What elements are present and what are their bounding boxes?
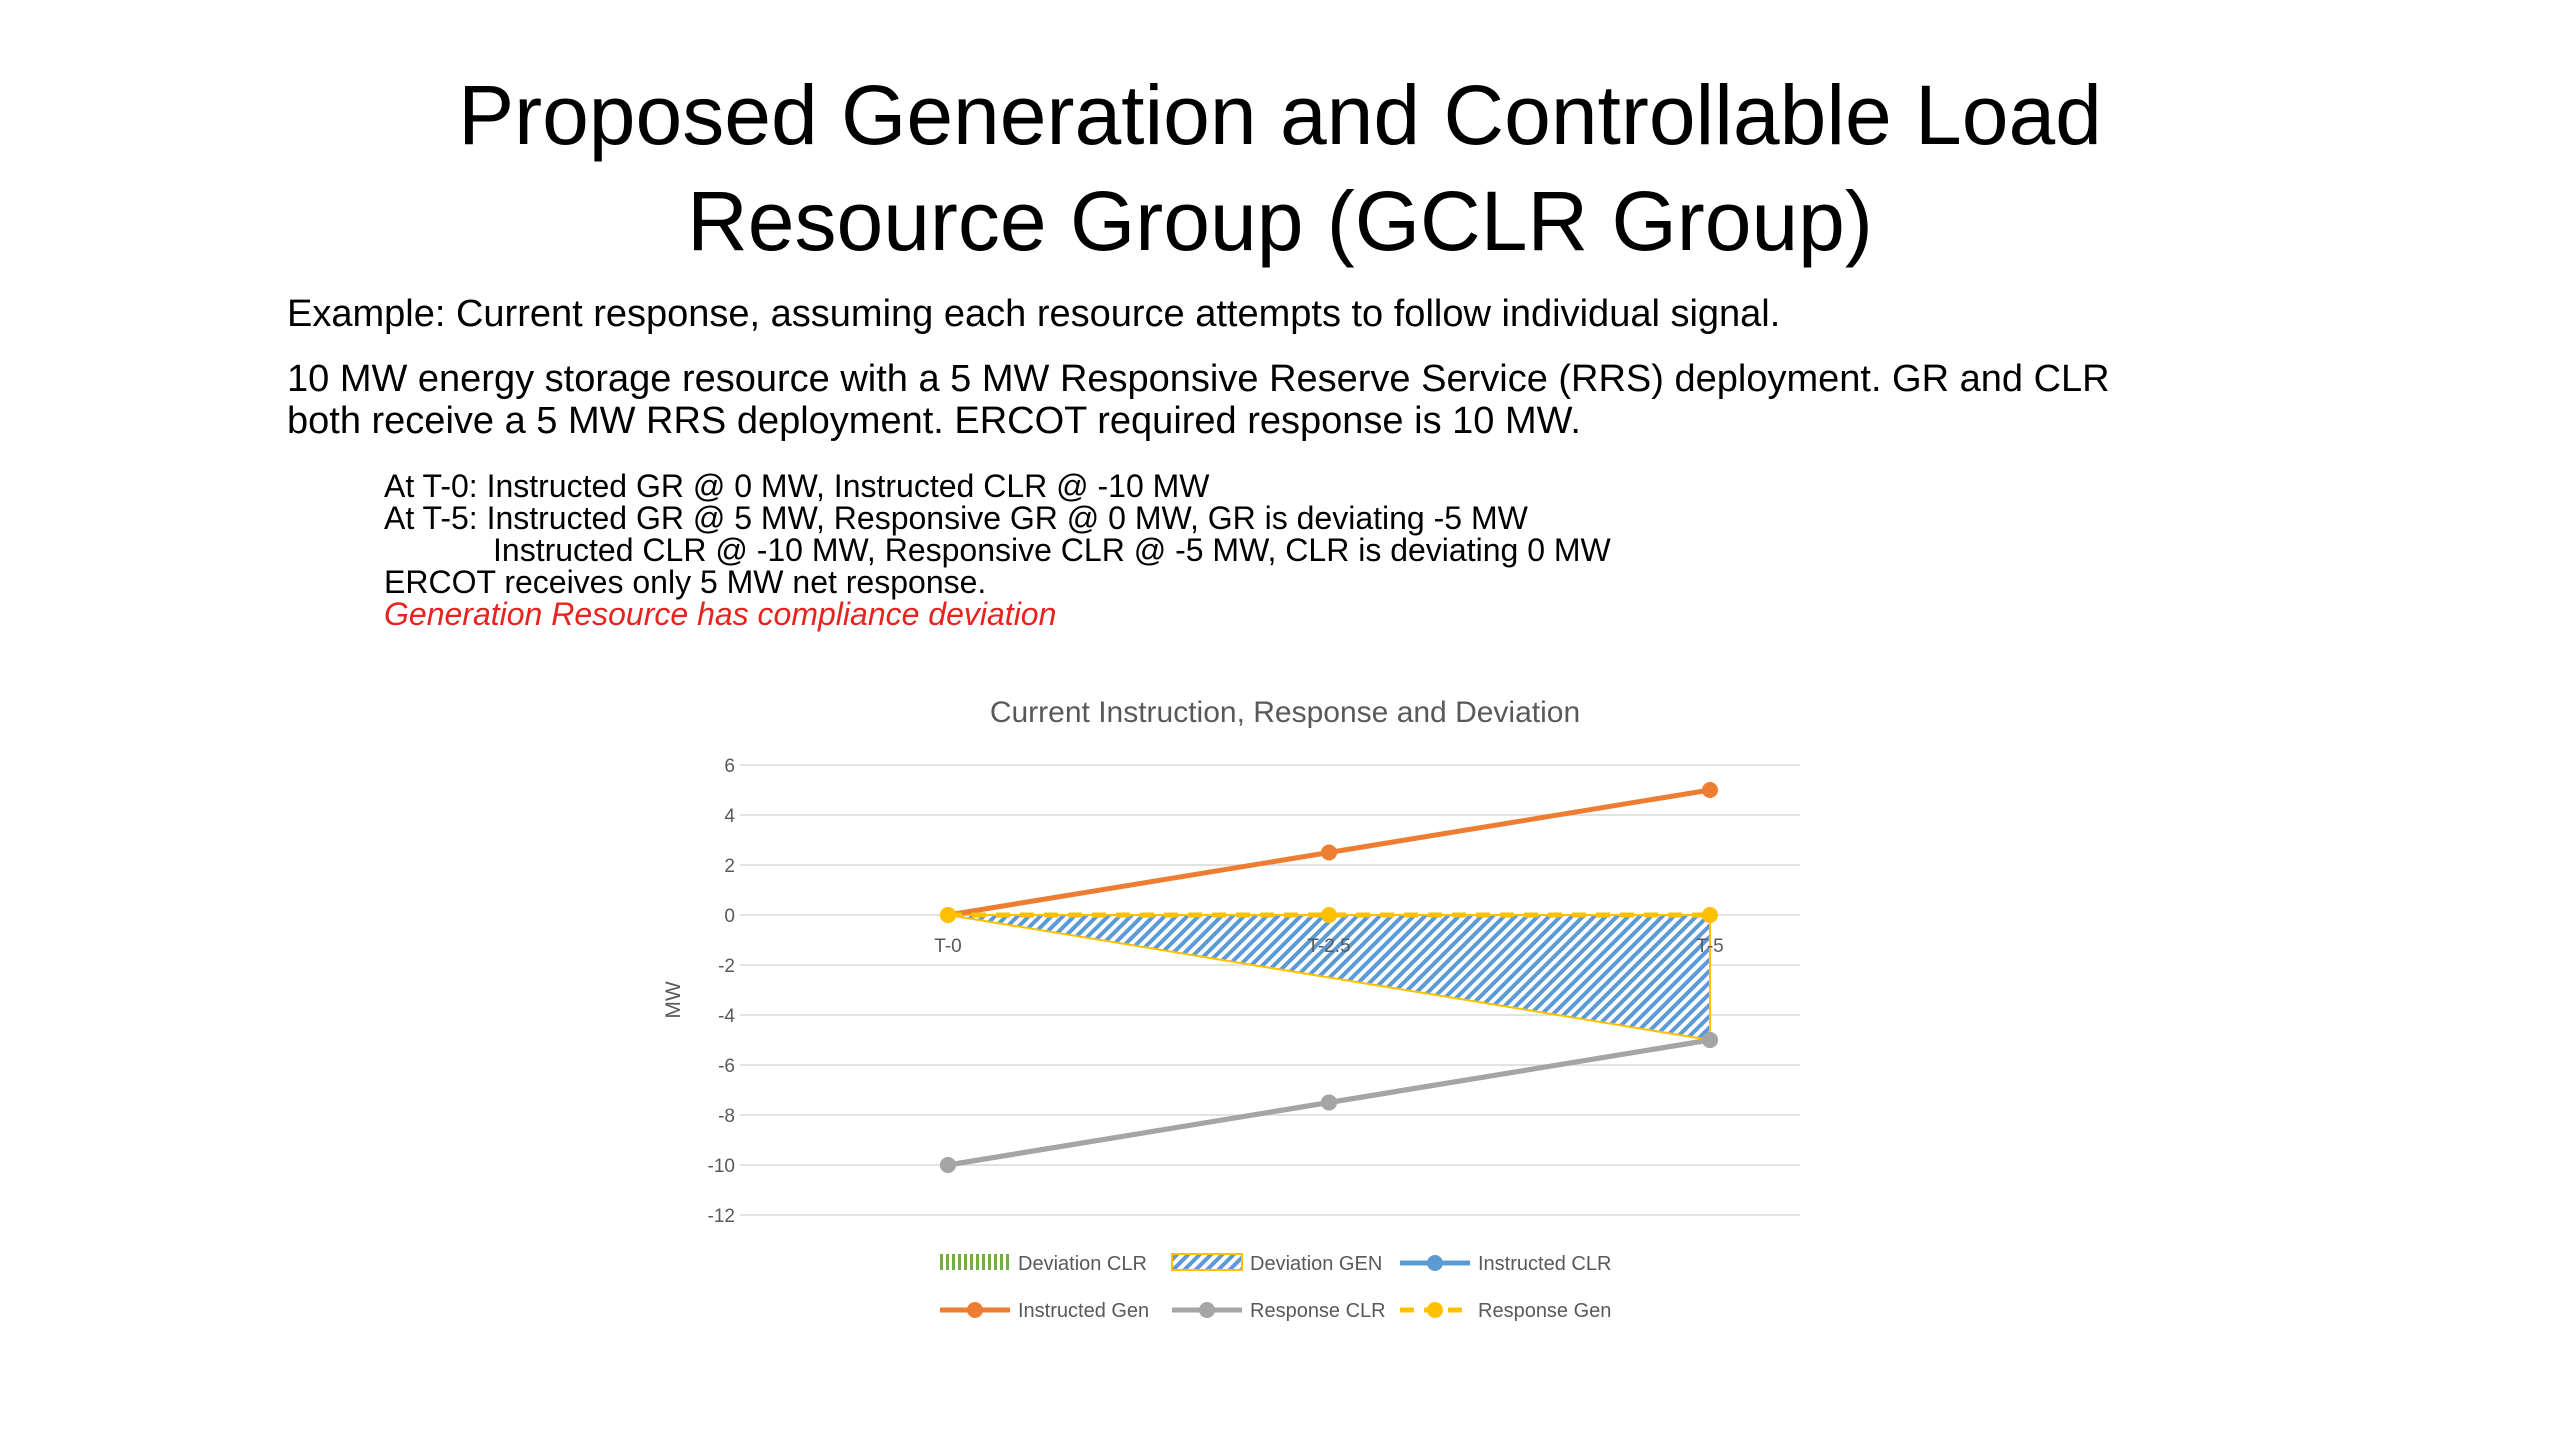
- legend-label: Response CLR: [1250, 1300, 1386, 1322]
- y-tick-label: -8: [718, 1106, 735, 1127]
- y-tick-label: 4: [724, 806, 735, 827]
- y-tick-label: -2: [718, 956, 735, 977]
- slide-title-line: Proposed Generation and Controllable Loa…: [458, 68, 2102, 162]
- instructed-clr-legend-marker: [1427, 1255, 1443, 1271]
- deviation-gen-area: [947, 914, 1711, 1042]
- legend-label: Deviation CLR: [1018, 1253, 1147, 1275]
- step-line: ERCOT receives only 5 MW net response.: [384, 564, 987, 600]
- instructed-gen-point: [1321, 844, 1337, 861]
- y-axis-label: MW: [662, 981, 685, 1018]
- instructed-gen-legend-marker: [967, 1302, 983, 1318]
- steps-list: At T-0: Instructed GR @ 0 MW, Instructed…: [384, 470, 1611, 630]
- step-line: At T-5: Instructed GR @ 5 MW, Responsive…: [384, 500, 1528, 536]
- step-line: At T-0: Instructed GR @ 0 MW, Instructed…: [384, 468, 1210, 504]
- deviation-chart: Current Instruction, Response and Deviat…: [662, 696, 1800, 1322]
- slide-title: Proposed Generation and Controllable Loa…: [0, 62, 2560, 274]
- legend-label: Response Gen: [1478, 1300, 1611, 1322]
- response-gen-point: [1321, 907, 1337, 923]
- response-gen-point: [1702, 907, 1718, 923]
- x-tick-label: T-2.5: [1307, 936, 1350, 957]
- legend-label: Instructed Gen: [1018, 1300, 1149, 1322]
- response-gen-point: [940, 907, 956, 923]
- legend-label: Deviation GEN: [1250, 1253, 1382, 1275]
- response-clr-point: [1702, 1032, 1718, 1048]
- legend-label: Instructed CLR: [1478, 1253, 1611, 1275]
- y-tick-label: -10: [708, 1156, 735, 1177]
- example-text: Example: Current response, assuming each…: [287, 293, 1781, 335]
- chart-title: Current Instruction, Response and Deviat…: [990, 696, 1580, 729]
- description-text: 10 MW energy storage resource with a 5 M…: [287, 358, 2337, 442]
- x-tick-label: T-0: [934, 936, 961, 957]
- response-clr-legend-marker: [1199, 1302, 1215, 1318]
- response-gen-legend-marker: [1427, 1302, 1443, 1318]
- slide-title-line: Resource Group (GCLR Group): [687, 174, 1873, 268]
- deviation-clr-legend-swatch: [940, 1254, 1010, 1270]
- response-clr-point: [940, 1157, 956, 1173]
- deviation-gen-legend-swatch: [1171, 1253, 1243, 1271]
- y-tick-label: 6: [724, 756, 735, 777]
- description-line: both receive a 5 MW RRS deployment. ERCO…: [287, 400, 1581, 442]
- x-tick-label: T-5: [1696, 936, 1723, 957]
- y-tick-label: -6: [718, 1056, 735, 1077]
- y-tick-label: 2: [724, 856, 735, 877]
- y-tick-label: -4: [718, 1006, 735, 1027]
- response-clr-point: [1321, 1094, 1337, 1111]
- step-line: Instructed CLR @ -10 MW, Responsive CLR …: [493, 532, 1611, 568]
- description-line: 10 MW energy storage resource with a 5 M…: [287, 358, 2110, 400]
- y-tick-label: 0: [724, 906, 735, 927]
- compliance-warning: Generation Resource has compliance devia…: [384, 596, 1057, 632]
- y-tick-label: -12: [708, 1206, 735, 1227]
- instructed-gen-point: [1702, 782, 1718, 798]
